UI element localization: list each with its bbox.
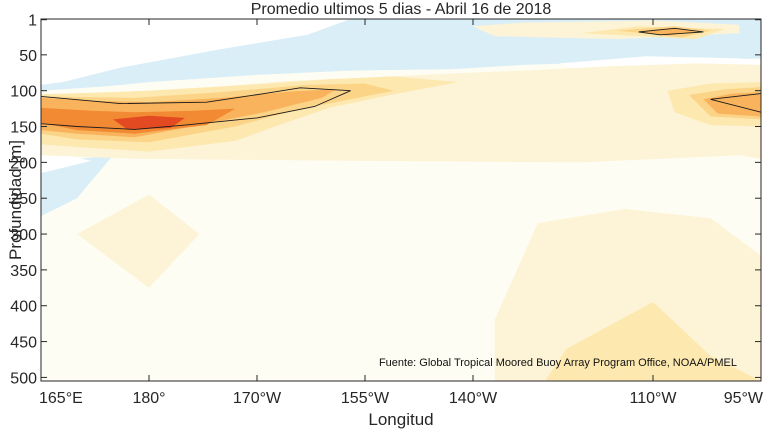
isoline-1 <box>638 27 704 36</box>
plot-frame <box>40 18 762 382</box>
contour-region-20 <box>113 115 185 130</box>
x-tick-label: 110°W <box>629 390 677 407</box>
isoline-0 <box>41 87 351 130</box>
y-tick-label: 400 <box>10 299 37 316</box>
x-tick-label: 165°E <box>39 390 83 407</box>
isoline-2 <box>710 93 761 113</box>
y-tick-label: 50 <box>19 48 37 65</box>
isoline-layer <box>41 27 761 130</box>
contour-region-12 <box>545 302 761 381</box>
contour-region-1 <box>41 155 113 217</box>
x-axis-title: Longitud <box>368 410 433 429</box>
contour-region-2 <box>41 19 351 85</box>
x-tick-label: 95°W <box>724 390 764 407</box>
y-tick-label: 100 <box>10 84 37 101</box>
y-tick-label: 150 <box>10 120 37 137</box>
contour-region-8 <box>494 209 761 381</box>
y-tick-label: 450 <box>10 335 37 352</box>
y-tick-label: 500 <box>10 370 37 387</box>
x-tick-label: 155°W <box>341 390 390 407</box>
y-tick-label: 250 <box>10 191 37 208</box>
x-axis: 165°E 180° 170°W 155°W 140°W 110°W 95°W <box>39 19 764 407</box>
y-tick-label: 350 <box>10 263 37 280</box>
x-tick-label: 180° <box>132 390 165 407</box>
x-tick-label: 170°W <box>233 390 282 407</box>
source-note: Fuente: Global Tropical Moored Buoy Arra… <box>379 357 737 369</box>
y-tick-label: 300 <box>10 227 37 244</box>
chart-title: Promedio ultimos 5 dias - Abril 16 de 20… <box>251 1 552 18</box>
y-tick-label: 1 <box>28 13 37 30</box>
y-tick-label: 200 <box>10 155 37 172</box>
y-axis-title: Profundidad [m] <box>6 140 25 260</box>
contour-layer <box>41 19 761 381</box>
contour-region-7 <box>77 194 200 288</box>
x-tick-label: 140°W <box>449 390 498 407</box>
